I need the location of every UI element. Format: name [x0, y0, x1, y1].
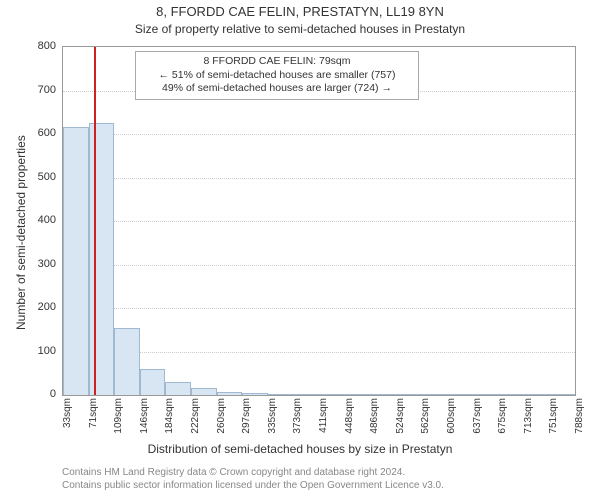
gridline [63, 265, 575, 266]
x-tick-label: 373sqm [292, 398, 303, 438]
annotation-line: 49% of semi-detached houses are larger (… [142, 82, 412, 96]
annotation-line: ← 51% of semi-detached houses are smalle… [142, 69, 412, 83]
annotation-line: 8 FFORDD CAE FELIN: 79sqm [142, 55, 412, 69]
x-tick-label: 109sqm [113, 398, 124, 438]
histogram-bar [396, 394, 422, 395]
histogram-bar [473, 394, 499, 395]
x-tick-label: 260sqm [216, 398, 227, 438]
gridline [63, 134, 575, 135]
x-tick-label: 600sqm [446, 398, 457, 438]
histogram-bar [140, 369, 166, 395]
histogram-bar [498, 394, 524, 395]
footer-line-2: Contains public sector information licen… [62, 479, 444, 492]
histogram-bar [447, 394, 473, 395]
histogram-bar [165, 382, 191, 395]
histogram-bar [370, 394, 396, 395]
property-marker-line [94, 47, 96, 395]
gridline [63, 352, 575, 353]
x-tick-label: 146sqm [139, 398, 150, 438]
y-tick-label: 0 [26, 388, 56, 400]
x-tick-label: 562sqm [420, 398, 431, 438]
y-tick-label: 700 [26, 84, 56, 96]
chart-title: 8, FFORDD CAE FELIN, PRESTATYN, LL19 8YN [0, 4, 600, 19]
chart-container: 8, FFORDD CAE FELIN, PRESTATYN, LL19 8YN… [0, 0, 600, 500]
histogram-bar [319, 394, 345, 395]
histogram-bar [293, 394, 319, 395]
x-tick-label: 335sqm [267, 398, 278, 438]
x-tick-label: 411sqm [318, 398, 329, 438]
gridline [63, 221, 575, 222]
histogram-bar [114, 328, 140, 395]
y-tick-label: 400 [26, 214, 56, 226]
x-tick-label: 675sqm [497, 398, 508, 438]
x-tick-label: 448sqm [344, 398, 355, 438]
x-tick-label: 788sqm [574, 398, 585, 438]
histogram-bar [63, 127, 89, 395]
gridline [63, 308, 575, 309]
y-tick-label: 500 [26, 171, 56, 183]
x-axis-label: Distribution of semi-detached houses by … [0, 442, 600, 456]
histogram-bar [242, 393, 268, 395]
histogram-bar [524, 394, 550, 395]
x-tick-label: 486sqm [369, 398, 380, 438]
histogram-bar [217, 392, 243, 395]
y-tick-label: 800 [26, 40, 56, 52]
x-tick-label: 297sqm [241, 398, 252, 438]
histogram-bar [549, 394, 575, 395]
histogram-bar [345, 394, 371, 395]
histogram-bar [191, 388, 217, 395]
x-tick-label: 222sqm [190, 398, 201, 438]
y-tick-label: 600 [26, 127, 56, 139]
chart-subtitle: Size of property relative to semi-detach… [0, 22, 600, 36]
x-tick-label: 751sqm [548, 398, 559, 438]
x-tick-label: 524sqm [395, 398, 406, 438]
histogram-bar [421, 394, 447, 395]
footer-line-1: Contains HM Land Registry data © Crown c… [62, 466, 444, 479]
x-tick-label: 33sqm [62, 398, 73, 438]
histogram-bar [89, 123, 115, 395]
x-tick-label: 184sqm [164, 398, 175, 438]
footer-text: Contains HM Land Registry data © Crown c… [62, 466, 444, 492]
x-tick-label: 637sqm [472, 398, 483, 438]
x-tick-label: 71sqm [88, 398, 99, 438]
plot-area: 8 FFORDD CAE FELIN: 79sqm← 51% of semi-d… [62, 46, 576, 396]
gridline [63, 178, 575, 179]
y-tick-label: 300 [26, 258, 56, 270]
x-tick-label: 713sqm [523, 398, 534, 438]
y-tick-label: 200 [26, 301, 56, 313]
annotation-box: 8 FFORDD CAE FELIN: 79sqm← 51% of semi-d… [135, 51, 419, 100]
histogram-bar [268, 394, 294, 395]
y-tick-label: 100 [26, 345, 56, 357]
